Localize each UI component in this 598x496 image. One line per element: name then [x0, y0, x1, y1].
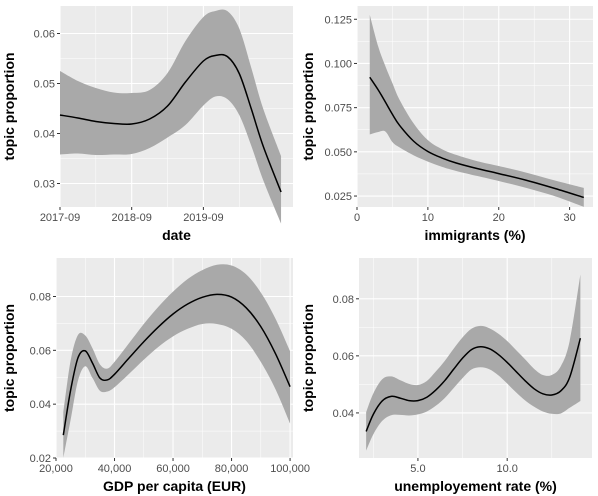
x-axis-title: unemployement rate (%): [394, 478, 557, 494]
y-tick-label: 0.06: [333, 351, 354, 363]
panel-unemployment: 5.0 10.0 0.04 0.06 0.08 unemployement rate (%…: [300, 258, 592, 494]
panel-gdp: 20,000 40,000 60,000 80,000 100,000 0.02 0.04 0…: [1, 258, 310, 494]
panel-immigrants: 0 10 20 30 0.025 0.050 0.075 0.100 0.125 immigran…: [300, 6, 593, 243]
x-tick-label: 10: [422, 212, 434, 224]
confidence-ribbon: [369, 14, 584, 207]
y-tick-label: 0.03: [34, 179, 55, 191]
fitted-line: [59, 53, 282, 193]
y-tick-label: 0.075: [324, 103, 352, 115]
y-tick-label: 0.04: [333, 408, 354, 420]
x-tick-label: 30: [563, 212, 575, 224]
fitted-line: [62, 293, 291, 436]
x-tick-label: 2019-09: [183, 212, 223, 224]
x-axis-title: GDP per capita (EUR): [103, 478, 246, 494]
x-tick-label: 2018-09: [112, 212, 152, 224]
y-axis-title: topic proportion: [300, 304, 316, 412]
y-tick-label: 0.06: [34, 29, 55, 41]
y-tick-label: 0.08: [333, 294, 354, 306]
y-tick-label: 0.04: [34, 129, 55, 141]
x-tick-label: 100,000: [270, 463, 310, 475]
y-tick-label: 0.125: [324, 14, 352, 26]
y-axis-title: topic proportion: [300, 52, 316, 160]
x-tick-label: 10.0: [496, 463, 517, 475]
y-tick-label: 0.06: [30, 345, 51, 357]
confidence-ribbon: [366, 274, 581, 451]
y-axis-title: topic proportion: [1, 304, 17, 412]
y-axis-title: topic proportion: [1, 52, 17, 160]
y-tick-label: 0.025: [324, 191, 352, 203]
x-tick-label: 2017-09: [40, 212, 80, 224]
fitted-line: [365, 337, 582, 432]
y-tick-label: 0.02: [30, 453, 51, 465]
y-tick-label: 0.050: [324, 147, 352, 159]
x-tick-label: 20,000: [39, 463, 73, 475]
x-tick-label: 0: [354, 212, 360, 224]
y-tick-label: 0.04: [30, 399, 51, 411]
fitted-line: [369, 76, 585, 199]
confidence-ribbon: [60, 9, 282, 224]
y-tick-label: 0.05: [34, 79, 55, 91]
x-tick-label: 20: [493, 212, 505, 224]
y-tick-label: 0.08: [30, 291, 51, 303]
x-tick-label: 5.0: [410, 463, 425, 475]
x-tick-label: 60,000: [156, 463, 190, 475]
panel-date: 2017-09 2018-09 2019-09 0.03 0.04 0.05 0.06 dat…: [1, 6, 293, 243]
y-tick-label: 0.100: [324, 58, 352, 70]
x-tick-label: 40,000: [98, 463, 132, 475]
confidence-ribbon: [63, 264, 291, 458]
x-axis-title: date: [162, 227, 191, 243]
x-tick-label: 80,000: [215, 463, 249, 475]
x-axis-title: immigrants (%): [424, 227, 525, 243]
